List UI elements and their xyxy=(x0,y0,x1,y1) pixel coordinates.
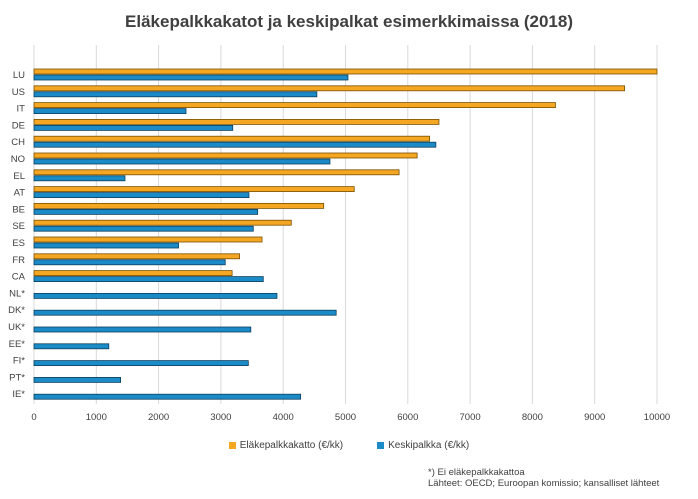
bar-pension-ceiling xyxy=(33,68,658,75)
category-label: PT* xyxy=(9,372,25,383)
footnote-no-ceiling: *) Ei eläkepalkkakattoa xyxy=(428,467,525,478)
bar-average-salary xyxy=(33,326,252,333)
bar-pension-ceiling xyxy=(33,270,233,277)
x-tick-labels: 0 1000 2000 3000 4000 5000 6000 7000 8000 9000 100… xyxy=(31,412,670,423)
x-tick-label: 6000 xyxy=(397,412,418,423)
bar-pension-ceiling xyxy=(33,236,263,243)
bar-pension-ceiling xyxy=(33,253,240,260)
bar-average-salary xyxy=(33,259,226,266)
category-label: EL xyxy=(13,171,25,182)
bar-average-salary xyxy=(33,74,349,81)
footnote-sources: Lähteet: OECD; Euroopan komissio; kansal… xyxy=(428,478,660,489)
category-label: FI* xyxy=(13,356,25,367)
bar-average-salary xyxy=(33,208,259,215)
x-tick-label: 1000 xyxy=(86,412,107,423)
category-label: CH xyxy=(11,137,25,148)
x-tick-label: 2000 xyxy=(148,412,169,423)
bar-pension-ceiling xyxy=(33,85,626,92)
x-tick-label: 5000 xyxy=(335,412,356,423)
legend-label-ceiling: Eläkepalkkakatto (€/kk) xyxy=(239,440,344,451)
bar-average-salary xyxy=(33,292,278,299)
bar-average-salary xyxy=(33,360,249,367)
bar-average-salary xyxy=(33,393,302,400)
category-label: ES xyxy=(12,238,25,249)
legend-label-salary: Keskipalkka (€/kk) xyxy=(388,440,470,451)
category-label: NO xyxy=(11,154,25,165)
category-label: SE xyxy=(12,221,25,232)
bars xyxy=(33,68,658,400)
bar-pension-ceiling xyxy=(33,186,355,193)
bar-pension-ceiling xyxy=(33,219,292,226)
x-tick-label: 7000 xyxy=(460,412,481,423)
bar-average-salary xyxy=(33,309,337,316)
bar-average-salary xyxy=(33,242,179,249)
x-tick-label: 4000 xyxy=(273,412,294,423)
bar-average-salary xyxy=(33,108,187,114)
bar-average-salary xyxy=(33,225,254,232)
category-label: BE xyxy=(12,204,25,215)
bar-average-salary xyxy=(33,141,437,148)
category-label: US xyxy=(12,87,25,98)
category-label: DK* xyxy=(8,305,25,316)
bar-average-salary xyxy=(33,158,331,165)
category-label: IE* xyxy=(12,389,25,400)
category-label: FR xyxy=(12,255,25,266)
category-label: IT xyxy=(17,104,26,115)
chart-title: Eläkepalkkakatot ja keskipalkat esimerkk… xyxy=(125,12,573,31)
bar-average-salary xyxy=(33,91,318,98)
category-label: EE* xyxy=(9,339,26,350)
bar-chart: 0 1000 2000 3000 4000 5000 6000 7000 8000 9000 100… xyxy=(8,45,670,423)
legend-swatch-ceiling xyxy=(228,442,236,449)
bar-average-salary xyxy=(33,175,126,182)
bar-pension-ceiling xyxy=(33,135,431,142)
legend: Eläkepalkkakatto (€/kk) Keskipalkka (€/k… xyxy=(0,440,698,451)
bar-pension-ceiling xyxy=(33,202,325,209)
legend-swatch-salary xyxy=(377,442,385,449)
category-label: DE xyxy=(12,120,25,131)
bar-average-salary xyxy=(33,343,110,350)
bar-average-salary xyxy=(33,125,234,131)
x-tick-label: 0 xyxy=(31,412,36,423)
category-label: AT xyxy=(14,188,26,199)
category-label: CA xyxy=(12,272,26,283)
bar-pension-ceiling xyxy=(33,102,556,108)
footnote: *) Ei eläkepalkkakattoa Lähteet: OECD; E… xyxy=(428,467,659,489)
category-label: NL* xyxy=(9,288,25,299)
bar-average-salary xyxy=(33,192,250,199)
legend-item-salary: Keskipalkka (€/kk) xyxy=(377,440,469,451)
bar-pension-ceiling xyxy=(33,152,418,159)
bar-pension-ceiling xyxy=(33,119,440,125)
category-label: LU xyxy=(13,70,25,81)
x-tick-label: 10000 xyxy=(644,412,670,423)
bar-pension-ceiling xyxy=(33,169,400,176)
category-label: UK* xyxy=(8,322,25,333)
x-tick-label: 9000 xyxy=(584,412,605,423)
bar-average-salary xyxy=(33,376,121,383)
category-labels: LU US IT DE CH NO EL AT BE SE ES FR CA NL* DK* UK* EE* FI… xyxy=(8,70,26,400)
bar-average-salary xyxy=(33,276,264,283)
x-tick-label: 8000 xyxy=(522,412,543,423)
x-tick-label: 3000 xyxy=(210,412,231,423)
legend-item-ceiling: Eläkepalkkakatto (€/kk) xyxy=(228,440,344,451)
